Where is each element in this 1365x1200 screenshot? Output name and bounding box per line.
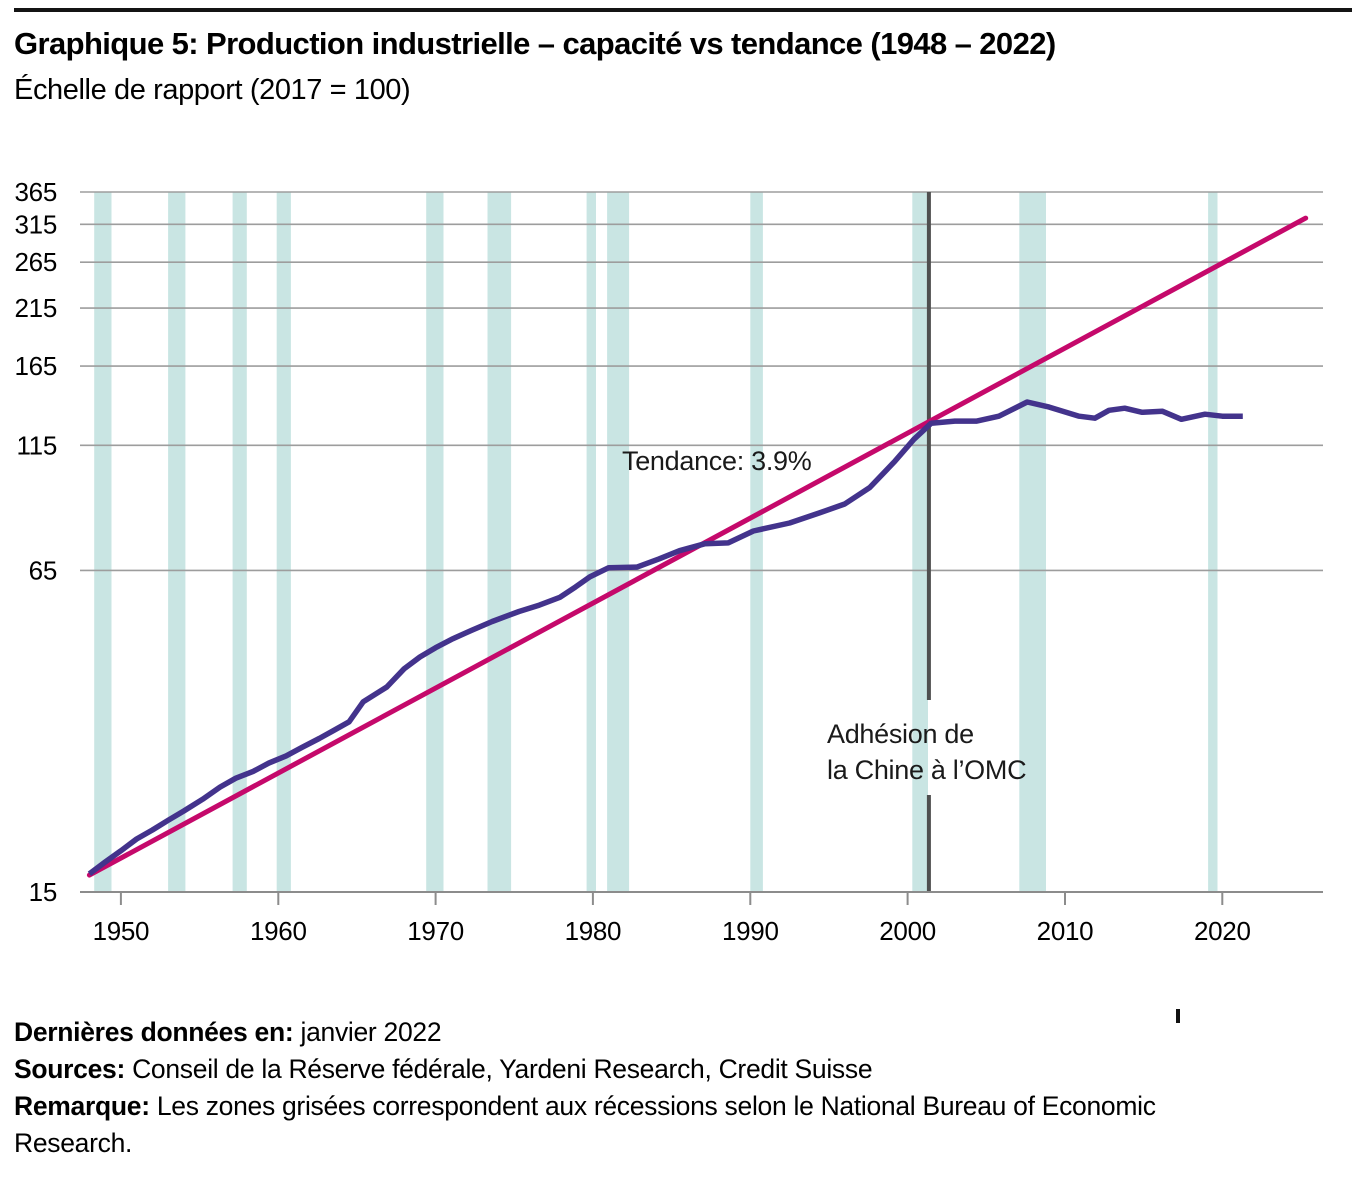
y-tick-label: 115 — [16, 430, 57, 460]
note-label: Remarque: — [14, 1091, 150, 1121]
recession-band — [426, 192, 444, 892]
x-tick-label: 2020 — [1194, 916, 1251, 946]
recession-band — [487, 192, 512, 892]
recession-band — [912, 192, 928, 892]
recession-band — [168, 192, 186, 892]
sources-label: Sources: — [14, 1054, 126, 1084]
capacity-line — [87, 399, 1243, 877]
top-rule — [14, 8, 1352, 12]
y-tick-label: 215 — [15, 293, 57, 323]
chart-subtitle: Échelle de rapport (2017 = 100) — [14, 74, 411, 106]
wto-annotation-line2: la Chine à l’OMC — [827, 755, 1027, 785]
y-tick-label: 65 — [29, 555, 57, 585]
x-tick-label: 1980 — [565, 916, 622, 946]
y-tick-label: 265 — [15, 247, 57, 277]
stray-tick-mark — [1176, 1009, 1180, 1023]
y-tick-label: 165 — [15, 351, 57, 381]
recession-band — [750, 192, 763, 892]
last-data-label: Dernières données en: — [14, 1017, 294, 1047]
last-data-value: janvier 2022 — [300, 1017, 442, 1047]
x-tick-label: 1950 — [93, 916, 150, 946]
wto-annotation: Adhésion de la Chine à l’OMC — [827, 716, 1027, 788]
last-data-line: Dernières données en: janvier 2022 — [14, 1014, 1239, 1051]
y-tick-label: 365 — [15, 177, 57, 207]
x-tick-label: 2000 — [879, 916, 936, 946]
x-tick-label: 1990 — [722, 916, 779, 946]
recession-band — [1208, 192, 1218, 892]
recession-band — [232, 192, 247, 892]
chart-footer: Dernières données en: janvier 2022 Sourc… — [14, 1014, 1239, 1162]
sources-line: Sources: Conseil de la Réserve fédérale,… — [14, 1051, 1239, 1088]
x-tick-label: 1960 — [250, 916, 307, 946]
y-tick-label: 15 — [29, 877, 57, 907]
recession-band — [607, 192, 630, 892]
recession-band — [94, 192, 112, 892]
recession-band — [276, 192, 291, 892]
y-tick-label: 315 — [15, 209, 57, 239]
note-value: Les zones grisées correspondent aux réce… — [14, 1091, 1156, 1158]
x-tick-label: 2010 — [1037, 916, 1094, 946]
wto-annotation-line1: Adhésion de — [827, 719, 974, 749]
trend-annotation: Tendance: 3.9% — [622, 446, 812, 476]
sources-value: Conseil de la Réserve fédérale, Yardeni … — [132, 1054, 873, 1084]
recession-band — [586, 192, 596, 892]
note-line: Remarque: Les zones grisées corresponden… — [14, 1088, 1239, 1162]
x-tick-label: 1970 — [407, 916, 464, 946]
chart-title: Graphique 5: Production industrielle – c… — [14, 26, 1056, 61]
